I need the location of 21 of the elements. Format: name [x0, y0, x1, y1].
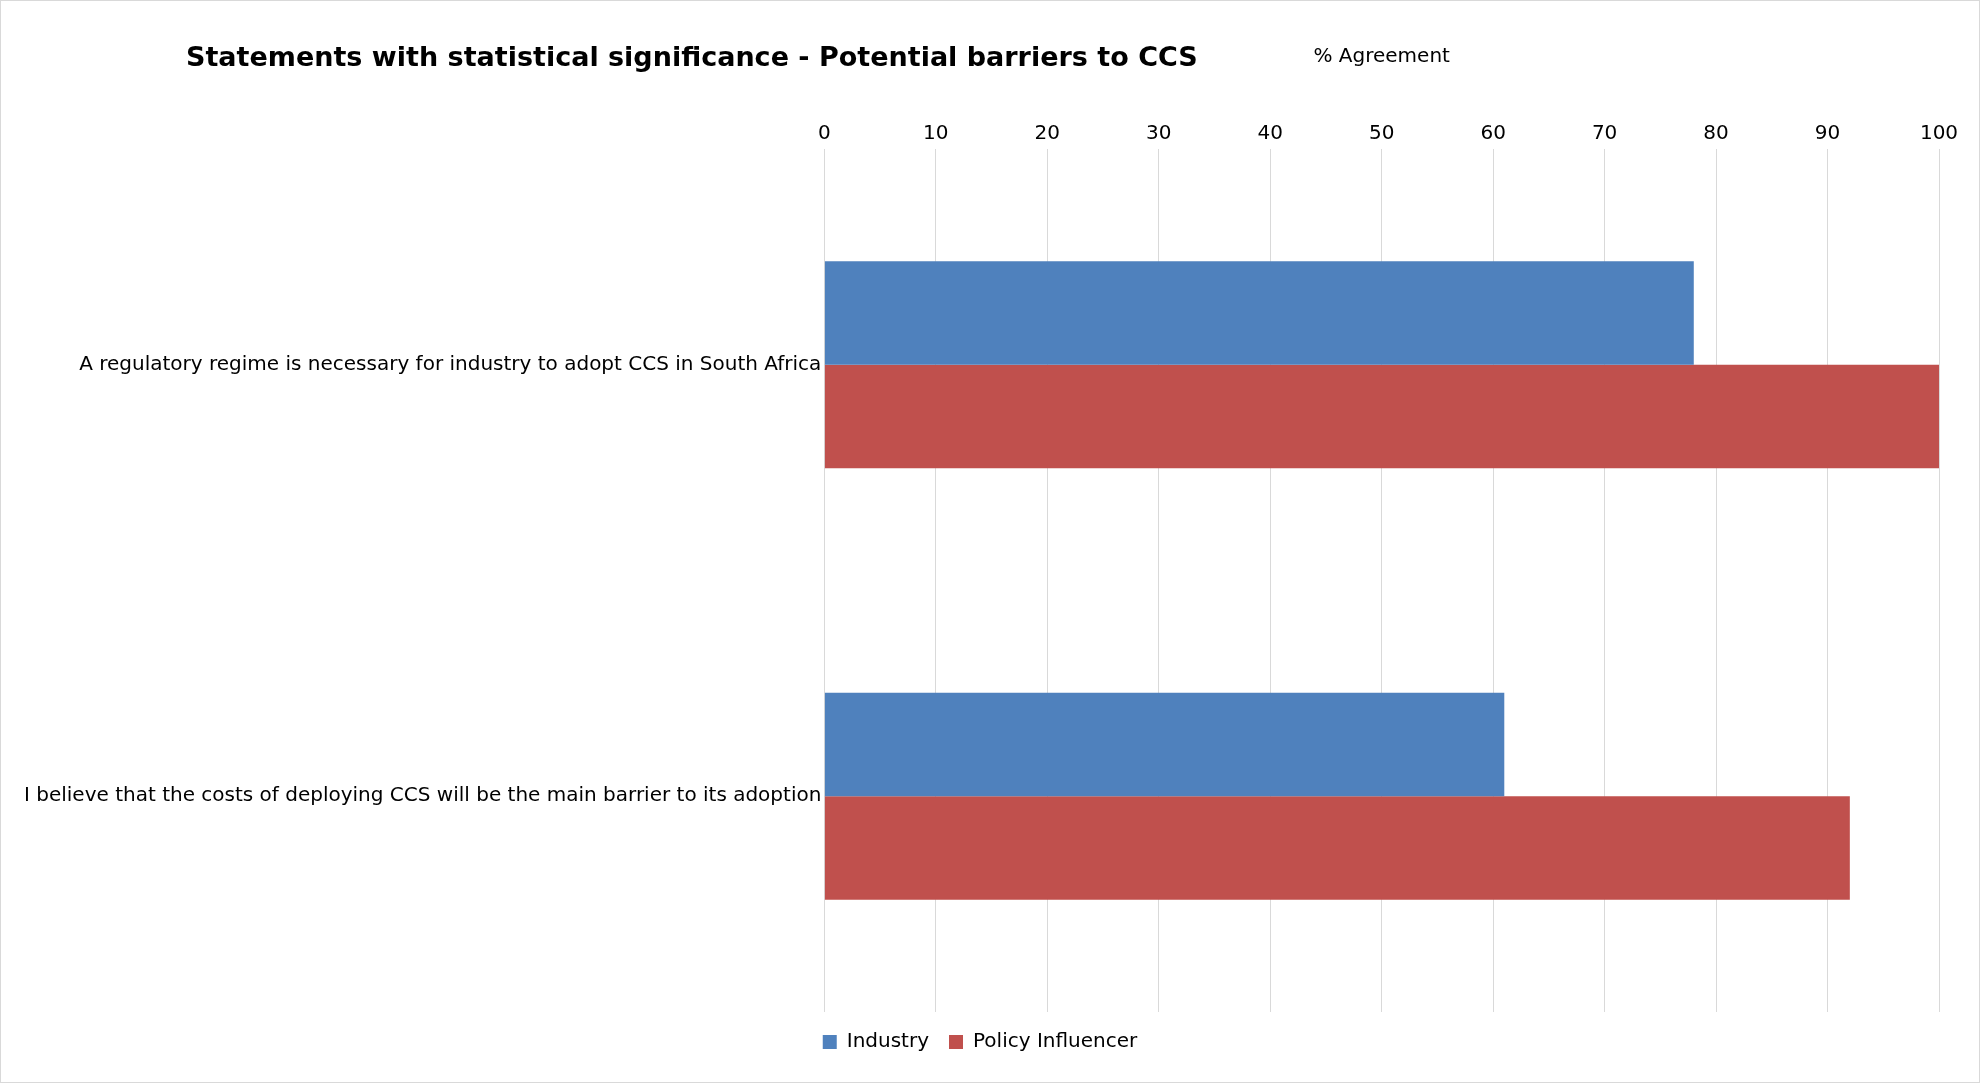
legend-label: Policy Influencer: [973, 1028, 1139, 1053]
bar: [824, 692, 1505, 797]
x-axis-title: % Agreement: [1313, 43, 1451, 68]
x-tick-label: 40: [1257, 120, 1283, 145]
legend-label: Industry: [846, 1028, 930, 1053]
bar: [824, 261, 1694, 365]
x-tick-label: 100: [1919, 120, 1959, 145]
x-tick-label: 50: [1368, 120, 1395, 145]
y-tick-label: A regulatory regime is necessary for industry to adopt CCS in South Africa: [79, 350, 822, 375]
x-tick-label: 10: [923, 120, 949, 145]
x-tick-label: 90: [1814, 120, 1841, 145]
bar: [824, 364, 1939, 469]
bar: [824, 796, 1850, 900]
x-tick-label: 20: [1034, 120, 1061, 145]
x-tick-label: 30: [1146, 120, 1172, 145]
x-tick-label: 60: [1480, 120, 1506, 145]
y-tick-label: I believe that the costs of deploying CCS will be the main barrier to its adoption: [23, 782, 822, 807]
chart-title: Statements with statistical significance - Potential barriers to CCS: [186, 41, 1198, 72]
x-tick-label: 80: [1703, 120, 1729, 145]
x-tick-label: 70: [1591, 120, 1618, 145]
x-tick-label: 0: [818, 120, 831, 145]
